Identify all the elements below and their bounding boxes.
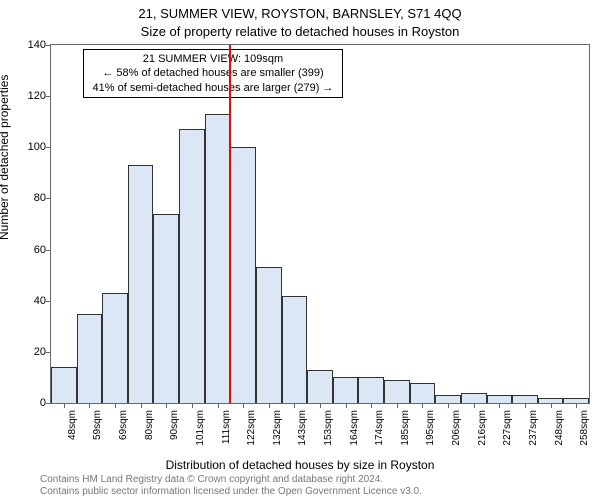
x-tick-label: 69sqm xyxy=(118,410,129,450)
bar xyxy=(179,129,205,403)
y-tick-mark xyxy=(46,147,50,148)
y-tick-mark xyxy=(46,403,50,404)
y-tick-label: 100 xyxy=(28,141,46,153)
y-axis-label: Number of detached properties xyxy=(0,75,11,240)
x-tick-mark xyxy=(320,404,321,408)
x-tick-mark xyxy=(115,404,116,408)
bar xyxy=(512,395,538,403)
x-tick-mark xyxy=(397,404,398,408)
info-box-line1: 21 SUMMER VIEW: 109sqm xyxy=(90,52,336,66)
bar xyxy=(410,383,436,403)
x-tick-label: 258sqm xyxy=(579,410,590,450)
bar xyxy=(435,395,461,403)
x-tick-label: 111sqm xyxy=(221,410,232,450)
x-tick-mark xyxy=(218,404,219,408)
bar xyxy=(487,395,513,403)
info-box-line2: ← 58% of detached houses are smaller (39… xyxy=(90,66,336,80)
x-axis-label: Distribution of detached houses by size … xyxy=(0,458,600,472)
x-tick-label: 227sqm xyxy=(502,410,513,450)
y-tick-mark xyxy=(46,96,50,97)
y-tick-mark xyxy=(46,45,50,46)
x-tick-mark xyxy=(294,404,295,408)
x-tick-label: 143sqm xyxy=(297,410,308,450)
x-tick-label: 164sqm xyxy=(349,410,360,450)
y-tick-mark xyxy=(46,352,50,353)
x-tick-mark xyxy=(269,404,270,408)
x-tick-mark xyxy=(499,404,500,408)
bar xyxy=(538,398,564,403)
footer-line1: Contains HM Land Registry data © Crown c… xyxy=(40,474,422,486)
x-tick-label: 195sqm xyxy=(425,410,436,450)
x-tick-mark xyxy=(89,404,90,408)
x-tick-mark xyxy=(346,404,347,408)
bar xyxy=(333,377,359,403)
y-tick-label: 120 xyxy=(28,90,46,102)
x-tick-label: 216sqm xyxy=(477,410,488,450)
info-box: 21 SUMMER VIEW: 109sqm ← 58% of detached… xyxy=(83,49,343,98)
x-tick-label: 122sqm xyxy=(246,410,257,450)
info-box-line3: 41% of semi-detached houses are larger (… xyxy=(90,81,336,95)
bar xyxy=(282,296,308,403)
x-tick-label: 48sqm xyxy=(67,410,78,450)
x-tick-mark xyxy=(525,404,526,408)
x-tick-mark xyxy=(64,404,65,408)
bar xyxy=(461,393,487,403)
y-tick-mark xyxy=(46,198,50,199)
x-tick-mark xyxy=(551,404,552,408)
chart-title-line2: Size of property relative to detached ho… xyxy=(0,24,600,39)
x-tick-label: 185sqm xyxy=(400,410,411,450)
plot-area: 21 SUMMER VIEW: 109sqm ← 58% of detached… xyxy=(50,44,590,404)
x-tick-mark xyxy=(422,404,423,408)
y-tick-mark xyxy=(46,301,50,302)
y-tick-label: 80 xyxy=(34,192,46,204)
x-tick-mark xyxy=(243,404,244,408)
x-tick-mark xyxy=(141,404,142,408)
bar xyxy=(128,165,154,403)
y-tick-label: 140 xyxy=(28,39,46,51)
footer-line2: Contains public sector information licen… xyxy=(40,486,422,498)
x-tick-label: 206sqm xyxy=(451,410,462,450)
marker-line xyxy=(229,45,231,403)
bar xyxy=(307,370,333,403)
chart-container: 21, SUMMER VIEW, ROYSTON, BARNSLEY, S71 … xyxy=(0,0,600,500)
bar xyxy=(256,267,282,403)
bar xyxy=(51,367,77,403)
x-tick-label: 101sqm xyxy=(195,410,206,450)
x-tick-mark xyxy=(576,404,577,408)
x-tick-mark xyxy=(371,404,372,408)
x-tick-mark xyxy=(448,404,449,408)
x-tick-label: 174sqm xyxy=(374,410,385,450)
y-tick-label: 20 xyxy=(34,346,46,358)
y-tick-label: 60 xyxy=(34,244,46,256)
x-tick-mark xyxy=(474,404,475,408)
bar xyxy=(102,293,128,403)
bar xyxy=(563,398,589,403)
x-tick-label: 59sqm xyxy=(92,410,103,450)
x-tick-label: 153sqm xyxy=(323,410,334,450)
bar xyxy=(230,147,256,403)
chart-title-line1: 21, SUMMER VIEW, ROYSTON, BARNSLEY, S71 … xyxy=(0,6,600,21)
bar xyxy=(205,114,231,403)
bar xyxy=(153,214,179,403)
x-tick-label: 132sqm xyxy=(272,410,283,450)
x-tick-label: 248sqm xyxy=(554,410,565,450)
footer-text: Contains HM Land Registry data © Crown c… xyxy=(40,474,422,497)
x-tick-label: 90sqm xyxy=(169,410,180,450)
bar xyxy=(77,314,103,404)
x-tick-label: 80sqm xyxy=(144,410,155,450)
y-tick-mark xyxy=(46,250,50,251)
bar xyxy=(384,380,410,403)
x-tick-label: 237sqm xyxy=(528,410,539,450)
x-tick-mark xyxy=(166,404,167,408)
y-tick-label: 40 xyxy=(34,295,46,307)
bar xyxy=(358,377,384,403)
x-tick-mark xyxy=(192,404,193,408)
